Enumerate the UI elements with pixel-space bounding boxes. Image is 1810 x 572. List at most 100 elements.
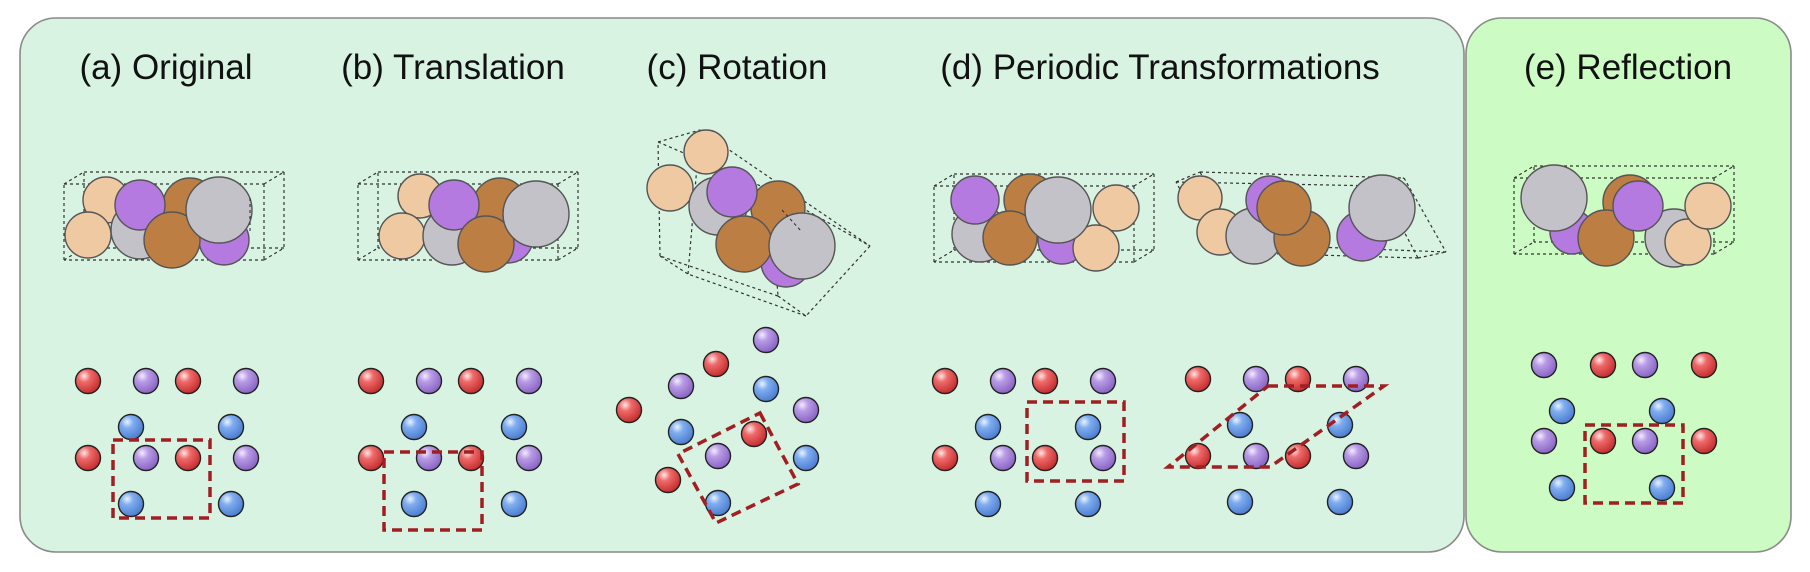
- lattice-point-red: [357, 444, 385, 472]
- lattice-point-red: [1031, 367, 1059, 395]
- atom-gray: [185, 176, 253, 244]
- lattice-point-purple: [704, 442, 732, 470]
- lattice-reflection: [1530, 351, 1718, 505]
- unit-cell-edge: [63, 171, 85, 185]
- unit-cell-outline: [382, 450, 484, 532]
- atom-peach: [1684, 182, 1732, 230]
- lattice-point-purple: [415, 367, 443, 395]
- unit-cell-edge: [1403, 177, 1447, 253]
- unit-cell-outline: [111, 438, 212, 520]
- lattice-point-purple: [1089, 367, 1117, 395]
- lattice-point-purple: [415, 444, 443, 472]
- atom-purple: [706, 166, 758, 218]
- lattice-point-purple: [1342, 442, 1370, 470]
- reflection-panel-background: [1465, 17, 1792, 553]
- unit-cell-edge: [557, 247, 579, 261]
- unit-cell-outline: [1583, 423, 1685, 505]
- lattice-point-blue: [974, 413, 1002, 441]
- lattice-diagrams: [74, 326, 1718, 532]
- lattice-point-purple: [132, 444, 160, 472]
- panel-title-rotation: (c) Rotation: [647, 48, 828, 87]
- lattice-point-blue: [1648, 397, 1676, 425]
- unit-cell-edge: [1713, 165, 1735, 179]
- lattice-point-blue: [1648, 474, 1676, 502]
- lattice-point-blue: [117, 490, 145, 518]
- lattice-point-red: [357, 367, 385, 395]
- lattice-point-purple: [792, 396, 820, 424]
- lattice-point-blue: [1548, 397, 1576, 425]
- atom-gray: [502, 180, 570, 248]
- lattice-point-red: [1690, 351, 1718, 379]
- atom-gray: [1348, 174, 1416, 242]
- unit-cell-edge: [657, 141, 661, 257]
- lattice-point-blue: [500, 413, 528, 441]
- unit-cell-edge: [805, 245, 871, 317]
- atom-brown: [143, 211, 201, 269]
- unit-cell-edge: [659, 255, 779, 297]
- lattice-point-purple: [1631, 427, 1659, 455]
- atom-peach: [646, 164, 694, 212]
- lattice-point-purple: [132, 367, 160, 395]
- lattice-point-red: [1184, 442, 1212, 470]
- lattice-point-red: [702, 350, 730, 378]
- atom-brown: [1256, 180, 1312, 236]
- atom-brown: [715, 215, 773, 273]
- unit-cell-edge: [1133, 173, 1155, 187]
- atom-peach: [683, 129, 729, 175]
- lattice-point-red: [174, 367, 202, 395]
- crystal-translation: [357, 171, 579, 273]
- lattice-point-red: [1284, 442, 1312, 470]
- lattice-point-purple: [1089, 444, 1117, 472]
- lattice-point-purple: [1530, 427, 1558, 455]
- unit-cell-edge: [1713, 241, 1735, 255]
- lattice-point-purple: [667, 372, 695, 400]
- group-panel-background: [19, 17, 1465, 553]
- atom-brown: [982, 210, 1038, 266]
- unit-cell-edge: [557, 171, 579, 185]
- unit-cell-edge: [657, 129, 701, 143]
- unit-cell-edge: [263, 247, 285, 261]
- atom-brown: [457, 215, 515, 273]
- atom-purple: [950, 175, 1000, 225]
- panel-title-translation: (b) Translation: [341, 48, 565, 87]
- unit-cell-edge: [1175, 171, 1201, 183]
- lattice-point-blue: [1548, 474, 1576, 502]
- lattice-point-blue: [1226, 411, 1254, 439]
- atom-peach: [1092, 184, 1140, 232]
- unit-cell-edge: [1513, 241, 1535, 255]
- crystal-structures: [63, 129, 1735, 317]
- unit-cell-edge: [687, 273, 807, 317]
- lattice-point-red: [174, 444, 202, 472]
- lattice-point-red: [654, 466, 682, 494]
- unit-cell-outline: [1025, 400, 1126, 483]
- lattice-point-blue: [752, 375, 780, 403]
- lattice-original: [74, 367, 260, 520]
- lattice-point-purple: [1631, 351, 1659, 379]
- panel-title-periodic: (d) Periodic Transformations: [940, 48, 1380, 87]
- lattice-point-purple: [989, 444, 1017, 472]
- lattice-periodic-a: [931, 367, 1126, 518]
- lattice-point-blue: [400, 413, 428, 441]
- lattice-point-red: [457, 367, 485, 395]
- lattice-point-blue: [217, 490, 245, 518]
- atom-purple: [114, 179, 166, 231]
- crystal-periodic-b: [1175, 171, 1447, 267]
- lattice-point-blue: [1074, 413, 1102, 441]
- atom-peach: [378, 212, 426, 260]
- lattice-point-blue: [500, 490, 528, 518]
- lattice-point-purple: [989, 367, 1017, 395]
- unit-cell-edge: [933, 173, 955, 187]
- lattice-point-red: [615, 396, 643, 424]
- unit-cell-edge: [1513, 165, 1535, 179]
- unit-cell-edge: [1417, 251, 1447, 259]
- atom-peach: [64, 211, 112, 259]
- lattice-point-purple: [515, 444, 543, 472]
- lattice-translation: [357, 367, 543, 532]
- lattice-point-red: [1031, 444, 1059, 472]
- lattice-point-red: [931, 444, 959, 472]
- lattice-point-blue: [1226, 488, 1254, 516]
- lattice-point-purple: [752, 326, 780, 354]
- lattice-point-purple: [232, 367, 260, 395]
- crystal-original: [63, 171, 285, 269]
